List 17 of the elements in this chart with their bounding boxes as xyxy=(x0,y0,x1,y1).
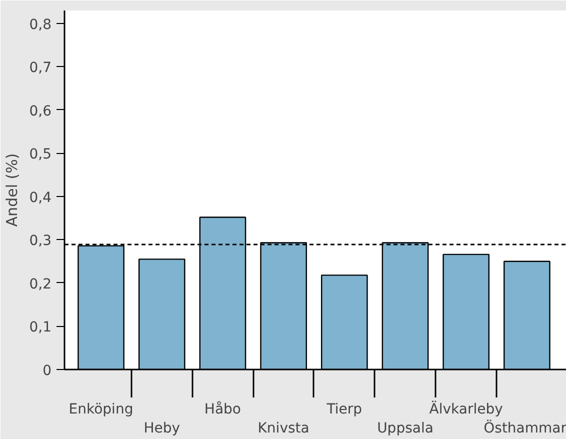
x-tick-label: Enköping xyxy=(68,402,134,418)
x-tick-label: Knivsta xyxy=(258,420,310,437)
x-tick-label: Älvkarleby xyxy=(429,400,503,418)
y-tick-label: 0,8 xyxy=(29,16,52,33)
y-tick-label: 0,2 xyxy=(29,276,52,292)
y-tick-label: 0,7 xyxy=(29,60,52,76)
x-tick-label: Tierp xyxy=(326,402,362,418)
x-tick-label: Håbo xyxy=(204,400,241,418)
x-tick-label: Uppsala xyxy=(377,420,434,437)
x-tick-label: Heby xyxy=(144,420,180,437)
y-tick-label: 0,5 xyxy=(29,146,52,163)
y-tick-label: 0 xyxy=(42,363,52,379)
y-tick-label: 0,4 xyxy=(29,190,52,206)
y-tick-label: 0,1 xyxy=(29,320,52,336)
y-tick-label: 0,6 xyxy=(29,103,52,120)
y-axis-title: Andel (%) xyxy=(3,153,22,227)
y-tick-label: 0,3 xyxy=(29,233,52,250)
